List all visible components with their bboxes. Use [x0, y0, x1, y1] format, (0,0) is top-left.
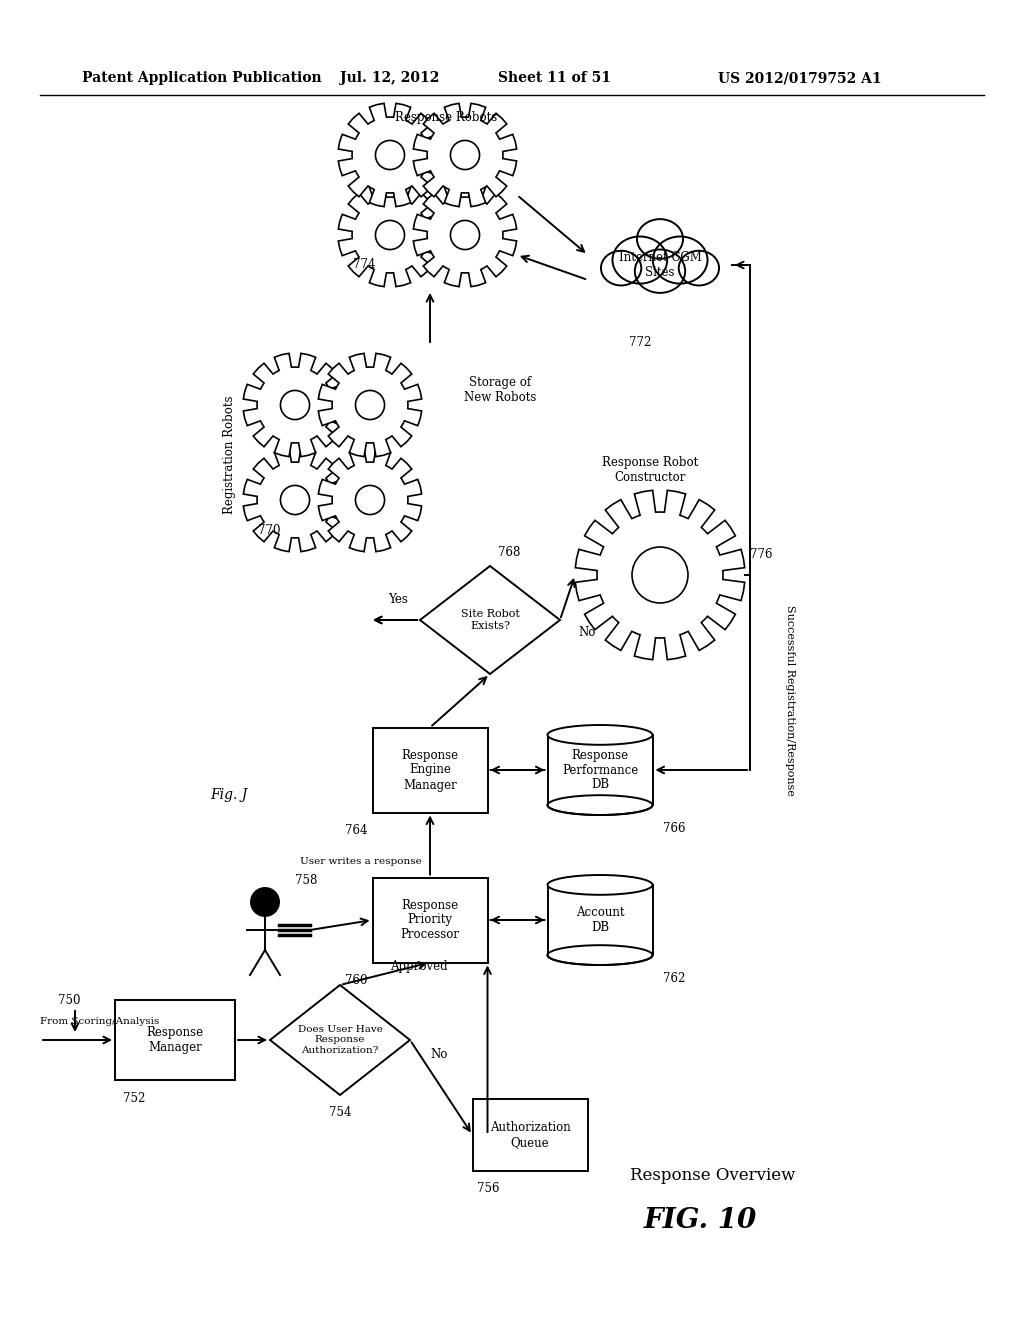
Text: 756: 756 — [477, 1183, 500, 1196]
Polygon shape — [244, 449, 347, 552]
Text: From Scoring/Analysis: From Scoring/Analysis — [40, 1016, 160, 1026]
Text: Site Robot
Exists?: Site Robot Exists? — [461, 610, 519, 631]
Text: Patent Application Publication: Patent Application Publication — [82, 71, 322, 84]
Text: 774: 774 — [353, 259, 376, 272]
Polygon shape — [548, 884, 652, 956]
Polygon shape — [414, 183, 517, 286]
Text: 766: 766 — [663, 822, 685, 836]
Text: 772: 772 — [629, 335, 651, 348]
Text: Response
Manager: Response Manager — [146, 1026, 204, 1053]
Ellipse shape — [548, 875, 652, 895]
Text: Internet CGM
Sites: Internet CGM Sites — [618, 251, 701, 279]
Circle shape — [355, 486, 385, 515]
Text: Storage of
New Robots: Storage of New Robots — [464, 376, 537, 404]
Ellipse shape — [548, 795, 652, 814]
Text: 770: 770 — [258, 524, 281, 536]
Circle shape — [632, 546, 688, 603]
Ellipse shape — [548, 725, 652, 744]
Polygon shape — [420, 566, 560, 675]
Circle shape — [281, 391, 309, 420]
Text: Account
DB: Account DB — [575, 906, 625, 935]
Polygon shape — [338, 183, 441, 286]
Circle shape — [376, 140, 404, 169]
Text: 768: 768 — [498, 545, 520, 558]
Text: US 2012/0179752 A1: US 2012/0179752 A1 — [718, 71, 882, 84]
Polygon shape — [318, 449, 422, 552]
Text: 776: 776 — [750, 549, 772, 561]
Text: 764: 764 — [345, 824, 368, 837]
Text: Does User Have
Response
Authorization?: Does User Have Response Authorization? — [298, 1026, 382, 1055]
FancyBboxPatch shape — [472, 1100, 588, 1171]
Circle shape — [355, 391, 385, 420]
Text: No: No — [430, 1048, 447, 1061]
Circle shape — [451, 220, 479, 249]
Text: Approved: Approved — [390, 960, 447, 973]
Text: Response
Priority
Processor: Response Priority Processor — [400, 899, 460, 941]
Text: 750: 750 — [58, 994, 81, 1006]
Ellipse shape — [637, 219, 683, 259]
Ellipse shape — [653, 236, 708, 284]
Ellipse shape — [612, 236, 668, 284]
Polygon shape — [270, 985, 410, 1096]
Polygon shape — [244, 354, 347, 457]
Ellipse shape — [635, 249, 685, 293]
FancyBboxPatch shape — [373, 878, 487, 962]
Circle shape — [251, 888, 279, 916]
Text: FIG. 10: FIG. 10 — [643, 1206, 757, 1233]
Polygon shape — [548, 735, 652, 805]
FancyBboxPatch shape — [115, 1001, 234, 1080]
Text: Authorization
Queue: Authorization Queue — [489, 1121, 570, 1148]
Text: Response Overview: Response Overview — [630, 1167, 796, 1184]
Polygon shape — [414, 103, 517, 207]
Polygon shape — [575, 490, 744, 660]
Text: User writes a response: User writes a response — [300, 858, 422, 866]
Text: Sheet 11 of 51: Sheet 11 of 51 — [499, 71, 611, 84]
Polygon shape — [318, 354, 422, 457]
Circle shape — [376, 220, 404, 249]
Text: No: No — [578, 626, 595, 639]
Circle shape — [281, 486, 309, 515]
Text: 760: 760 — [345, 974, 368, 987]
Text: Response Robot
Constructor: Response Robot Constructor — [602, 455, 698, 484]
Text: 754: 754 — [329, 1106, 351, 1119]
FancyBboxPatch shape — [373, 727, 487, 813]
Text: Registration Robots: Registration Robots — [223, 396, 237, 515]
Text: Response
Engine
Manager: Response Engine Manager — [401, 748, 459, 792]
Text: Response Robots: Response Robots — [395, 111, 498, 124]
Polygon shape — [338, 103, 441, 207]
Circle shape — [451, 140, 479, 169]
Text: Response
Performance
DB: Response Performance DB — [562, 748, 638, 792]
Text: 762: 762 — [663, 973, 685, 986]
Text: 758: 758 — [295, 874, 317, 887]
Text: Jul. 12, 2012: Jul. 12, 2012 — [340, 71, 439, 84]
Text: Successful Registration/Response: Successful Registration/Response — [785, 605, 795, 796]
Text: 752: 752 — [123, 1092, 145, 1105]
Text: Fig. J: Fig. J — [210, 788, 248, 803]
Text: Yes: Yes — [388, 593, 408, 606]
Ellipse shape — [548, 945, 652, 965]
Ellipse shape — [601, 251, 641, 285]
Ellipse shape — [679, 251, 719, 285]
